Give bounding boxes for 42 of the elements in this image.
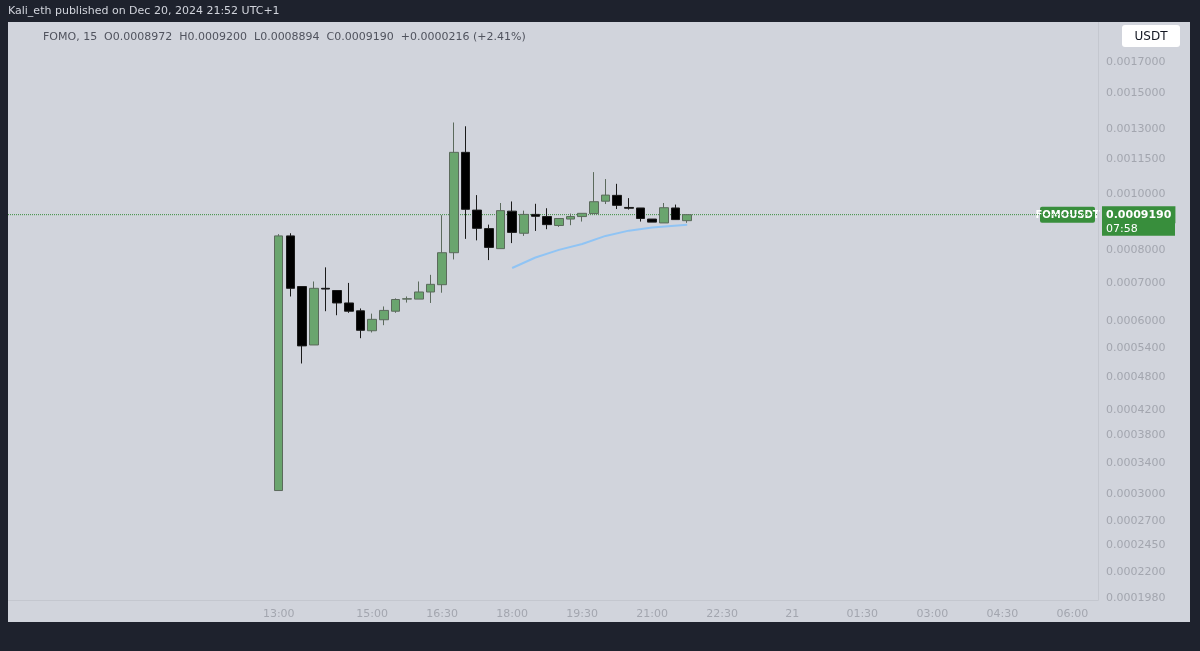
candlestick xyxy=(612,183,622,210)
text: FOMO, 15 O0.0008972 H0.0009200 L0.0008894 C0.0009190 +0.0000216 (+2.41%) xyxy=(43,30,526,43)
candlestick xyxy=(659,202,669,224)
candlestick xyxy=(426,274,435,304)
candlestick xyxy=(321,266,330,312)
candlestick xyxy=(577,212,587,223)
candlestick xyxy=(449,121,459,260)
candlestick xyxy=(332,290,342,316)
candlestick xyxy=(671,204,680,221)
candlestick xyxy=(601,178,610,205)
candlestick xyxy=(379,305,389,326)
candlestick xyxy=(414,280,424,300)
text: 07:58 xyxy=(1106,222,1138,236)
candlestick xyxy=(542,207,552,230)
candlestick xyxy=(437,214,447,294)
candlestick xyxy=(554,218,564,228)
candlestick xyxy=(484,224,494,261)
candlestick xyxy=(356,307,365,339)
candlestick xyxy=(367,313,377,333)
candlestick xyxy=(647,218,657,223)
text: USDT xyxy=(1134,29,1169,43)
candlestick xyxy=(402,295,412,304)
ref-line-label: 0.0009190 xyxy=(1106,208,1172,222)
candlestick xyxy=(636,207,645,223)
candlestick xyxy=(297,286,307,364)
candlestick xyxy=(566,213,575,226)
candlestick xyxy=(531,203,540,232)
candlestick xyxy=(274,233,283,492)
candlestick xyxy=(519,210,529,237)
candlestick xyxy=(624,197,634,211)
candlestick xyxy=(391,297,400,314)
candlestick xyxy=(344,282,354,314)
candlestick xyxy=(286,232,295,297)
candlestick xyxy=(682,213,692,224)
candlestick xyxy=(507,200,517,244)
candlestick xyxy=(496,202,505,250)
line-series xyxy=(511,223,689,270)
chart-title: Kali_eth published on Dec 20, 2024 21:52 UTC+1 xyxy=(8,4,280,17)
candlestick xyxy=(461,125,470,240)
candlestick xyxy=(589,171,599,215)
candlestick xyxy=(309,280,319,346)
candlestick xyxy=(472,194,482,241)
